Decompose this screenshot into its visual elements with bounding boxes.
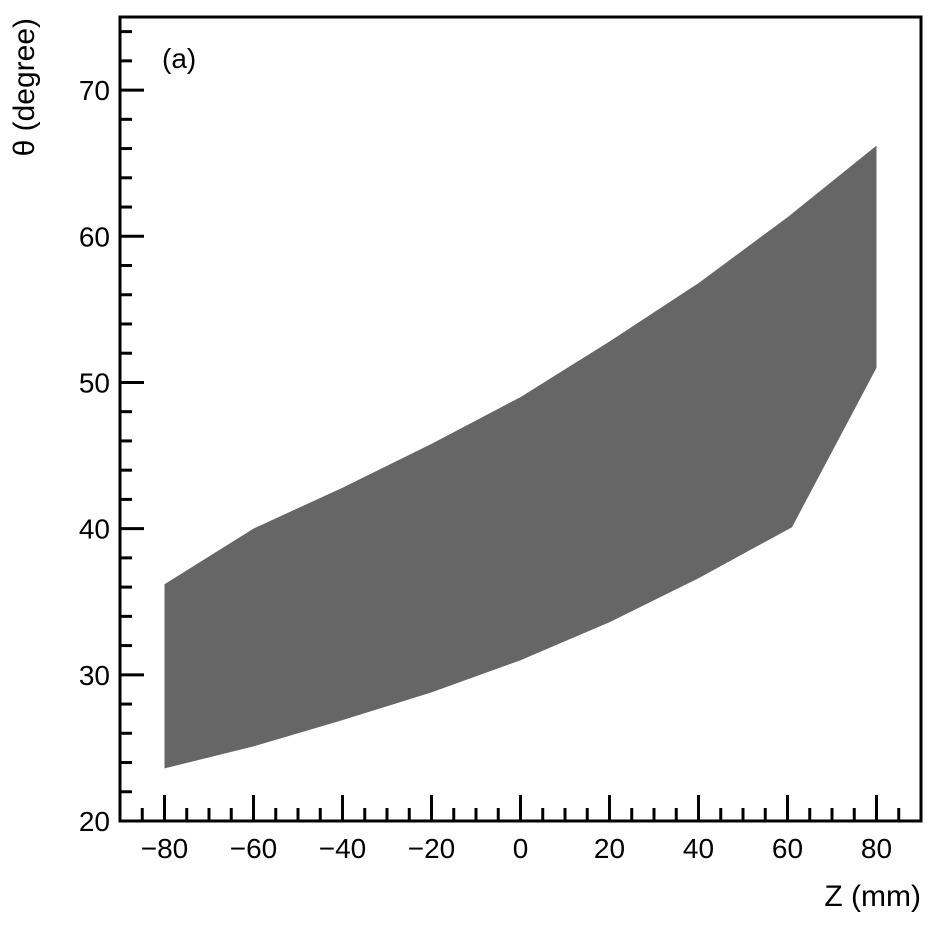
x-tick-label: −80 <box>141 833 189 864</box>
y-tick-label: 40 <box>79 514 110 545</box>
x-tick-label: 80 <box>861 833 892 864</box>
x-axis-title: Z (mm) <box>824 880 921 913</box>
y-tick-label: 30 <box>79 660 110 691</box>
y-tick-label: 20 <box>79 806 110 837</box>
y-axis-title: θ (degree) <box>8 18 41 156</box>
panel-label: (a) <box>162 43 196 74</box>
x-tick-label: −60 <box>230 833 278 864</box>
x-tick-label: 40 <box>683 833 714 864</box>
x-axis-tick-labels: −80 −60 −40 −20 0 20 40 60 80 <box>141 833 892 864</box>
x-tick-label: −20 <box>408 833 456 864</box>
y-tick-label: 50 <box>79 367 110 398</box>
x-tick-label: 20 <box>594 833 625 864</box>
y-tick-label: 60 <box>79 221 110 252</box>
y-axis-tick-labels: 20 30 40 50 60 70 <box>79 75 110 837</box>
angular-acceptance-band <box>164 145 877 769</box>
y-tick-label: 70 <box>79 75 110 106</box>
x-tick-label: −40 <box>319 833 367 864</box>
y-axis-ticks <box>120 30 144 823</box>
x-tick-label: 60 <box>772 833 803 864</box>
x-tick-label: 0 <box>513 833 529 864</box>
x-axis-ticks <box>118 795 923 821</box>
